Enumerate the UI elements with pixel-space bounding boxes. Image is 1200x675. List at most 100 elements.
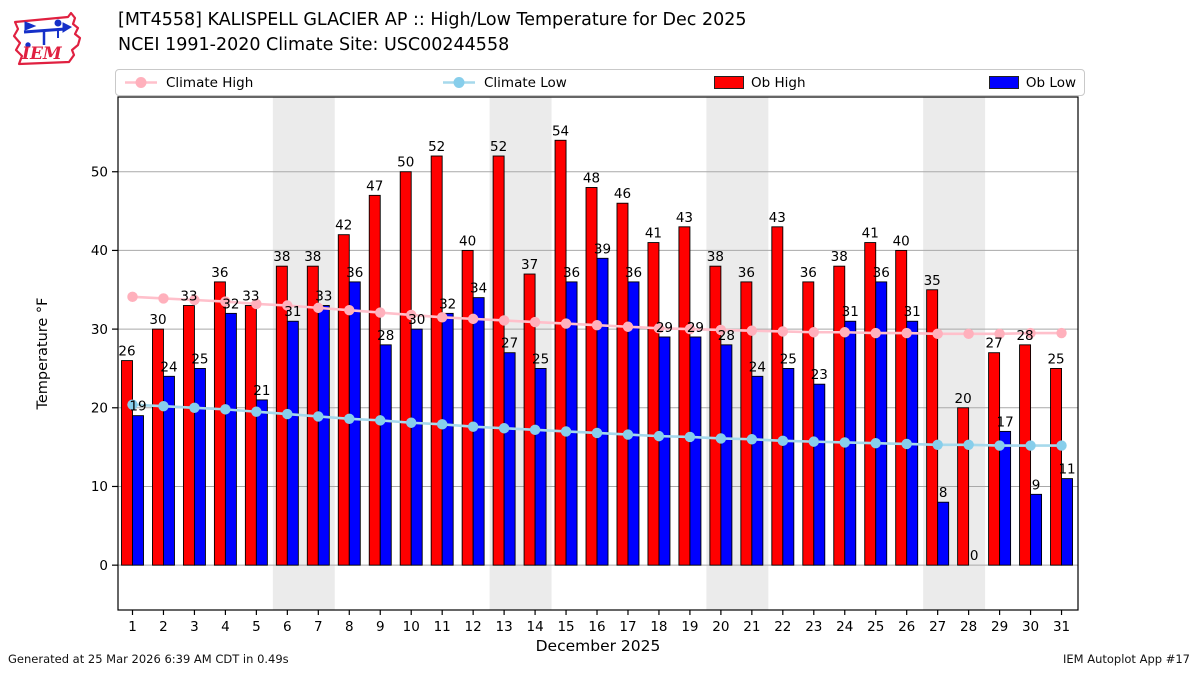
x-tick-label: 20 [712, 619, 729, 635]
bar-day-4 [213, 281, 226, 566]
value-label: 27 [986, 336, 1003, 352]
x-tick-label: 17 [619, 619, 636, 635]
value-label: 41 [862, 226, 879, 242]
value-label: 33 [315, 289, 332, 305]
bar-day-9 [368, 194, 381, 566]
value-label: 24 [749, 359, 766, 375]
bar-day-23 [802, 281, 815, 566]
y-tick-label: 0 [99, 558, 108, 574]
value-label: 33 [180, 289, 197, 305]
line-marker [777, 326, 789, 337]
x-tick-label: 25 [867, 619, 884, 635]
line-marker [127, 399, 138, 410]
line-marker [344, 305, 355, 316]
bar-day-29 [988, 352, 1001, 566]
line-marker [622, 429, 634, 440]
climate-high-line-icon [125, 77, 157, 88]
x-tick-label: 28 [960, 619, 977, 635]
line-marker [870, 327, 881, 339]
line-marker [158, 401, 169, 412]
line-marker [1056, 327, 1067, 339]
value-label: 36 [346, 265, 363, 281]
value-label: 25 [191, 351, 208, 367]
value-label: 30 [408, 312, 425, 328]
line-marker [189, 402, 200, 413]
y-tick-label: 50 [91, 164, 108, 180]
bar-day-18 [658, 336, 671, 566]
bar-day-31 [1061, 478, 1073, 566]
y-tick-label: 10 [91, 479, 108, 495]
line-marker [808, 327, 819, 338]
y-tick-label: 20 [91, 400, 108, 416]
line-marker [1025, 440, 1036, 451]
ob-low-bars [132, 257, 1073, 566]
x-tick-label: 14 [526, 619, 543, 635]
line-marker [684, 323, 696, 335]
value-label: 30 [149, 312, 166, 328]
line-marker [715, 324, 727, 336]
value-label: 32 [222, 296, 239, 312]
y-tick-label: 30 [91, 322, 108, 338]
bar-day-5 [255, 399, 268, 566]
ob-high-swatch-icon [714, 76, 744, 89]
value-label: 25 [1047, 351, 1064, 367]
bar-day-1 [132, 415, 144, 566]
value-label: 35 [924, 273, 941, 289]
bar-day-15 [565, 281, 578, 566]
bar-day-25 [875, 281, 888, 566]
value-label: 54 [552, 123, 569, 139]
line-marker [467, 421, 479, 432]
value-label: 38 [304, 249, 321, 265]
value-label: 40 [893, 233, 910, 249]
bar-day-15 [554, 139, 567, 566]
line-marker [963, 328, 974, 340]
line-marker [467, 313, 479, 325]
climate-high-line [127, 291, 1067, 340]
legend-entry-ob-high: Ob High [714, 70, 806, 95]
line-marker [498, 423, 510, 434]
x-tick-label: 22 [774, 619, 791, 635]
value-label: 29 [687, 320, 704, 336]
value-label: 31 [904, 304, 921, 320]
line-marker [251, 406, 262, 417]
value-label: 38 [831, 249, 848, 265]
climate-low-line-icon [443, 77, 475, 88]
bar-day-10 [399, 171, 412, 566]
value-label: 38 [707, 249, 724, 265]
bar-day-9 [379, 344, 392, 566]
line-marker [715, 433, 727, 444]
line-marker [932, 439, 943, 450]
line-marker [406, 309, 417, 321]
value-label: 43 [769, 210, 786, 226]
value-label: 20 [955, 391, 972, 407]
plot-frame [117, 96, 1079, 611]
bar-day-6 [286, 320, 299, 566]
bar-day-23 [813, 383, 826, 566]
x-tick-label: 19 [681, 619, 698, 635]
legend-entry-climate-high: Climate High [123, 70, 253, 95]
value-label: 26 [118, 344, 135, 360]
value-label: 17 [997, 414, 1014, 430]
line-marker [375, 307, 386, 318]
line-marker [839, 437, 850, 448]
line-marker [127, 291, 138, 303]
value-label: 29 [656, 320, 673, 336]
x-axis-title: December 2025 [536, 637, 661, 652]
legend-label: Ob Low [1025, 74, 1076, 91]
bar-day-19 [678, 226, 691, 566]
bar-day-13 [492, 155, 505, 566]
x-tick-label: 3 [190, 619, 199, 635]
chart-titles: [MT4558] KALISPELL GLACIER AP :: High/Lo… [118, 8, 747, 58]
value-label: 52 [490, 139, 507, 155]
x-tick-label: 12 [465, 619, 482, 635]
line-marker [560, 426, 572, 437]
x-tick-label: 8 [345, 619, 354, 635]
bar-day-29 [999, 430, 1012, 566]
weather-vane-icon [23, 19, 73, 48]
value-label: 8 [939, 485, 948, 501]
x-tick-label: 18 [650, 619, 667, 635]
y-axis: 0 10 20 30 40 50 [91, 164, 118, 574]
logo-text: IEM [21, 44, 63, 64]
